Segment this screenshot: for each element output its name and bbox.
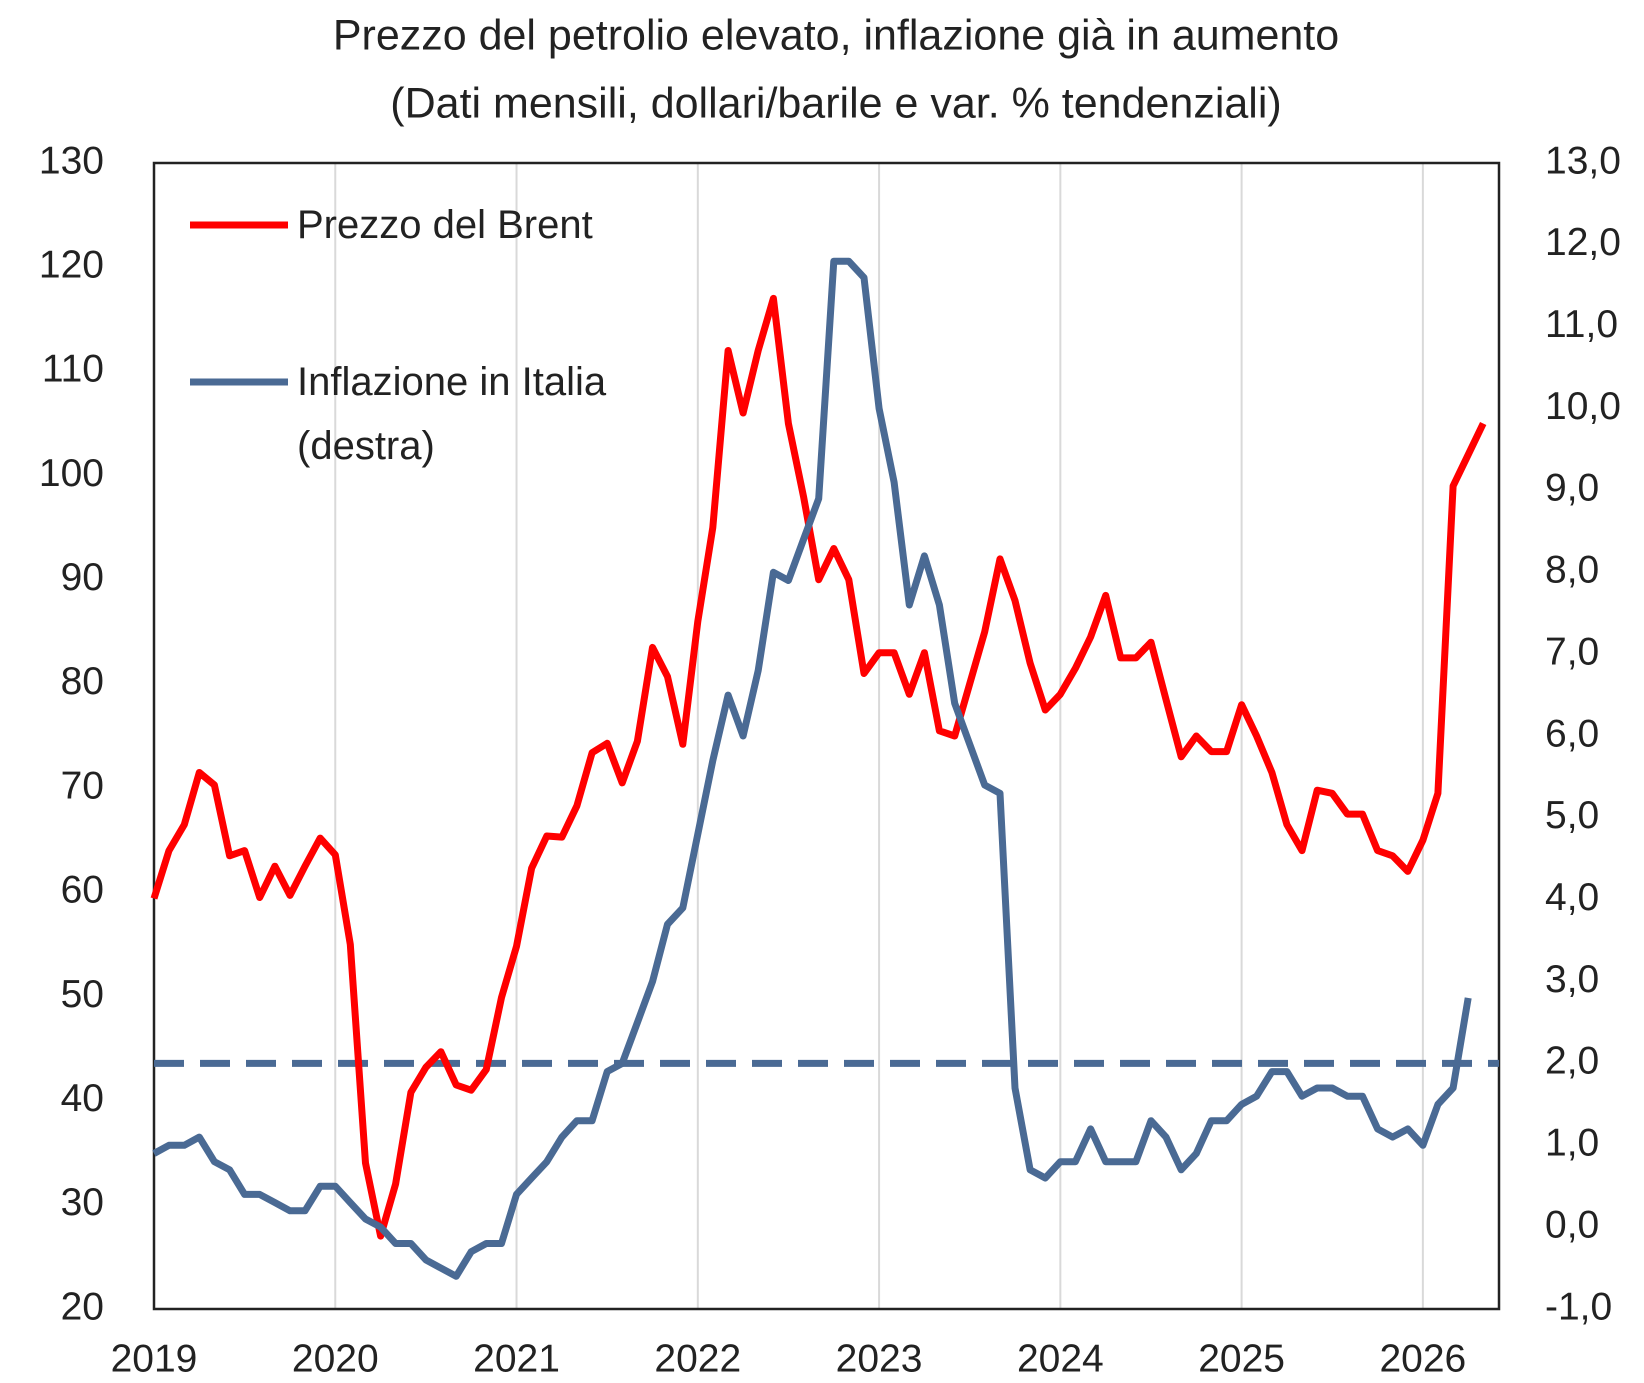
series-line (150, 294, 1487, 1240)
x-tick-label: 2019 (111, 1337, 198, 1380)
y-tick-label: 60 (61, 869, 104, 912)
x-tick-label: 2020 (292, 1337, 379, 1380)
y2-tick-label: 0,0 (1545, 1203, 1599, 1246)
y-tick-label: 100 (39, 452, 104, 495)
y2-tick-label: 7,0 (1545, 630, 1599, 673)
y-tick-label: 110 (42, 348, 104, 391)
y-tick-label: 130 (39, 139, 104, 182)
x-tick-label: 2023 (836, 1337, 923, 1380)
legend-label: Prezzo del Brent (297, 203, 593, 247)
y-tick-label: 20 (61, 1285, 104, 1328)
x-tick-label: 2024 (1017, 1337, 1104, 1380)
x-tick-label: 2025 (1198, 1337, 1285, 1380)
y2-tick-label: 2,0 (1545, 1040, 1599, 1083)
y2-tick-label: 5,0 (1545, 794, 1599, 837)
chart-title: Prezzo del petrolio elevato, inflazione … (333, 11, 1339, 59)
x-tick-label: 2026 (1379, 1337, 1466, 1380)
y2-tick-label: 6,0 (1545, 712, 1599, 755)
chart-subtitle: (Dati mensili, dollari/barile e var. % t… (390, 79, 1281, 127)
y2-tick-label: 12,0 (1545, 221, 1621, 264)
y2-tick-label: 11,0 (1545, 303, 1618, 346)
plot-frame (152, 161, 1501, 1311)
y2-tick-label: 3,0 (1545, 958, 1599, 1001)
y-tick-label: 80 (61, 660, 104, 703)
y2-tick-label: 1,0 (1545, 1122, 1599, 1165)
series-line (152, 257, 1472, 1280)
y-tick-label: 90 (61, 556, 104, 599)
y2-tick-label: -1,0 (1545, 1285, 1612, 1328)
y-tick-label: 50 (61, 973, 104, 1016)
y2-tick-label: 10,0 (1545, 385, 1621, 428)
y2-tick-label: 9,0 (1545, 467, 1599, 510)
y2-tick-label: 4,0 (1545, 876, 1599, 919)
y2-tick-label: 13,0 (1545, 139, 1621, 182)
y-tick-label: 120 (39, 243, 104, 286)
x-tick-label: 2021 (473, 1337, 560, 1380)
y-tick-label: 70 (61, 764, 104, 807)
y2-tick-label: 8,0 (1545, 549, 1599, 592)
legend-label: Inflazione in Italia (destra) (297, 360, 607, 468)
y-tick-label: 30 (61, 1181, 104, 1224)
y-tick-label: 40 (61, 1077, 104, 1120)
x-tick-label: 2022 (654, 1337, 741, 1380)
